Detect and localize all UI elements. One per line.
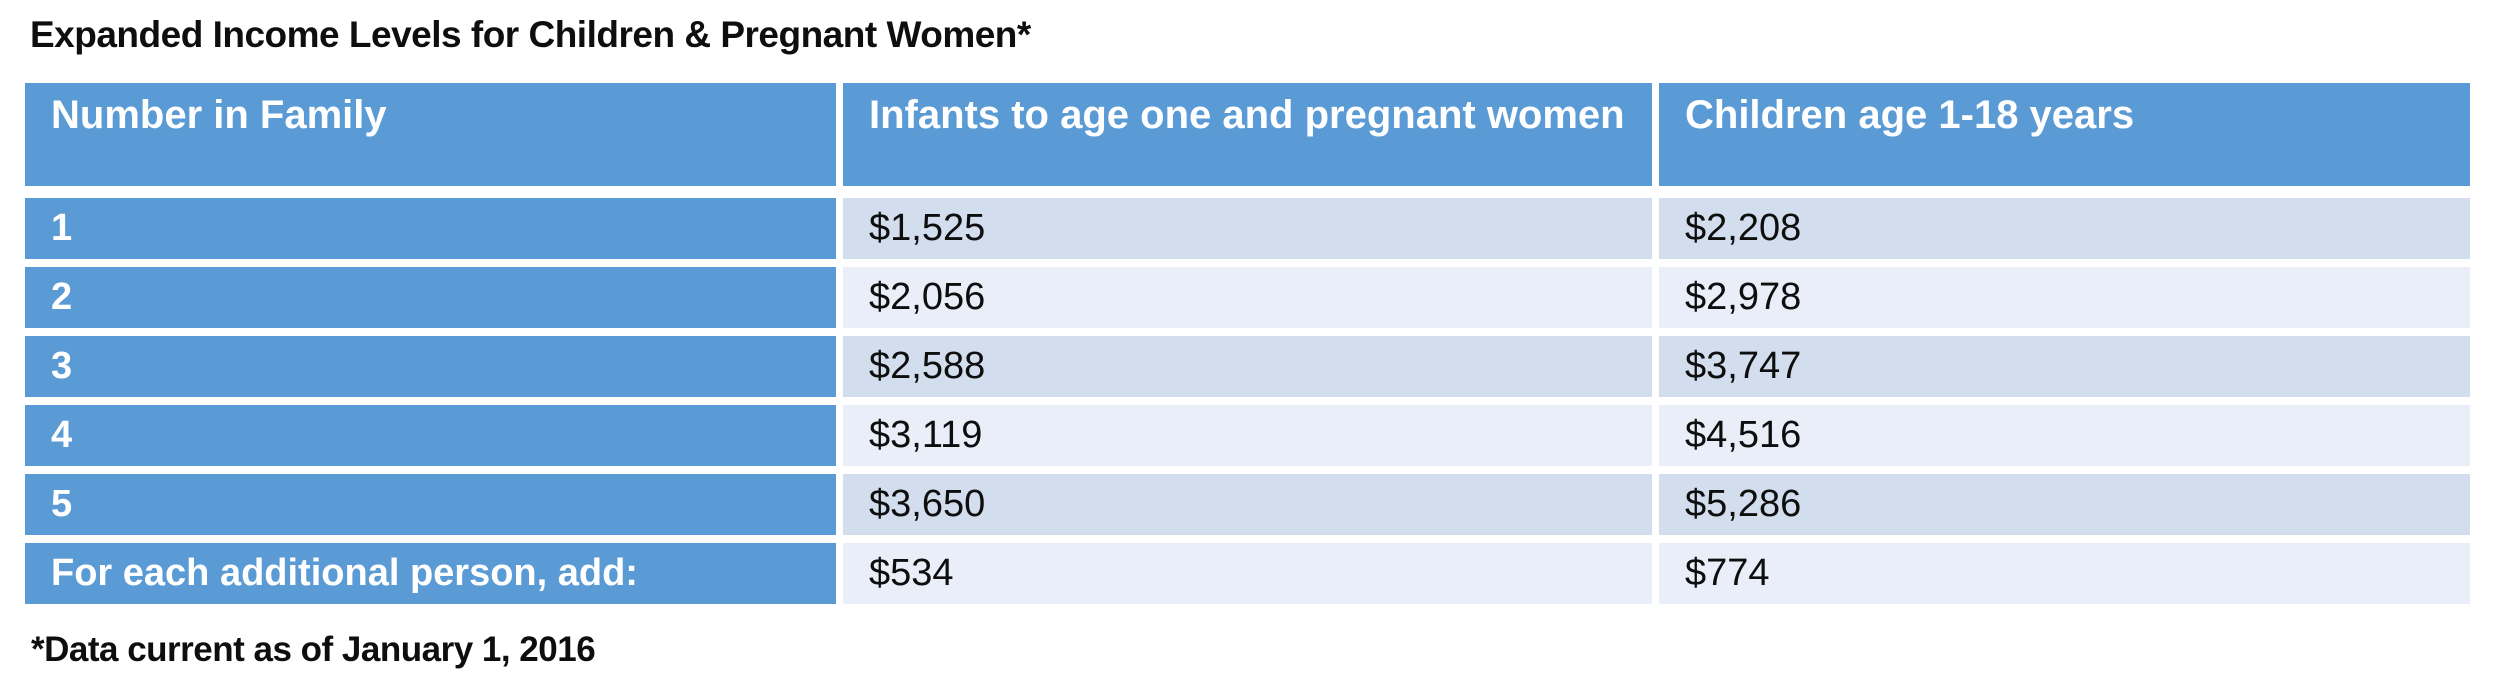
children-value-cell: $3,747 (1659, 336, 2470, 405)
table-row: 5 $3,650 $5,286 (25, 474, 2470, 543)
column-header-infants-pregnant: Infants to age one and pregnant women (843, 83, 1659, 198)
header-row: Number in Family Infants to age one and … (25, 83, 2470, 198)
table-row-additional-person: For each additional person, add: $534 $7… (25, 543, 2470, 604)
children-value-cell: $5,286 (1659, 474, 2470, 543)
column-header-number-in-family: Number in Family (25, 83, 843, 198)
infants-value-cell: $3,650 (843, 474, 1659, 543)
children-value-cell: $2,208 (1659, 198, 2470, 267)
data-current-footnote: *Data current as of January 1, 2016 (31, 630, 596, 669)
column-header-children: Children age 1-18 years (1659, 83, 2470, 198)
infants-value-cell: $2,056 (843, 267, 1659, 336)
row-label-cell: 5 (25, 474, 843, 543)
infants-value-cell: $534 (843, 543, 1659, 604)
table-row: 3 $2,588 $3,747 (25, 336, 2470, 405)
table-row: 4 $3,119 $4,516 (25, 405, 2470, 474)
children-value-cell: $774 (1659, 543, 2470, 604)
table-row: 1 $1,525 $2,208 (25, 198, 2470, 267)
income-table: Number in Family Infants to age one and … (25, 83, 2470, 604)
table-row: 2 $2,056 $2,978 (25, 267, 2470, 336)
row-label-cell: 4 (25, 405, 843, 474)
infants-value-cell: $3,119 (843, 405, 1659, 474)
infants-value-cell: $2,588 (843, 336, 1659, 405)
page-title: Expanded Income Levels for Children & Pr… (30, 14, 1031, 55)
row-label-cell: For each additional person, add: (25, 543, 843, 604)
row-label-cell: 2 (25, 267, 843, 336)
children-value-cell: $4,516 (1659, 405, 2470, 474)
row-label-cell: 1 (25, 198, 843, 267)
children-value-cell: $2,978 (1659, 267, 2470, 336)
row-label-cell: 3 (25, 336, 843, 405)
infants-value-cell: $1,525 (843, 198, 1659, 267)
